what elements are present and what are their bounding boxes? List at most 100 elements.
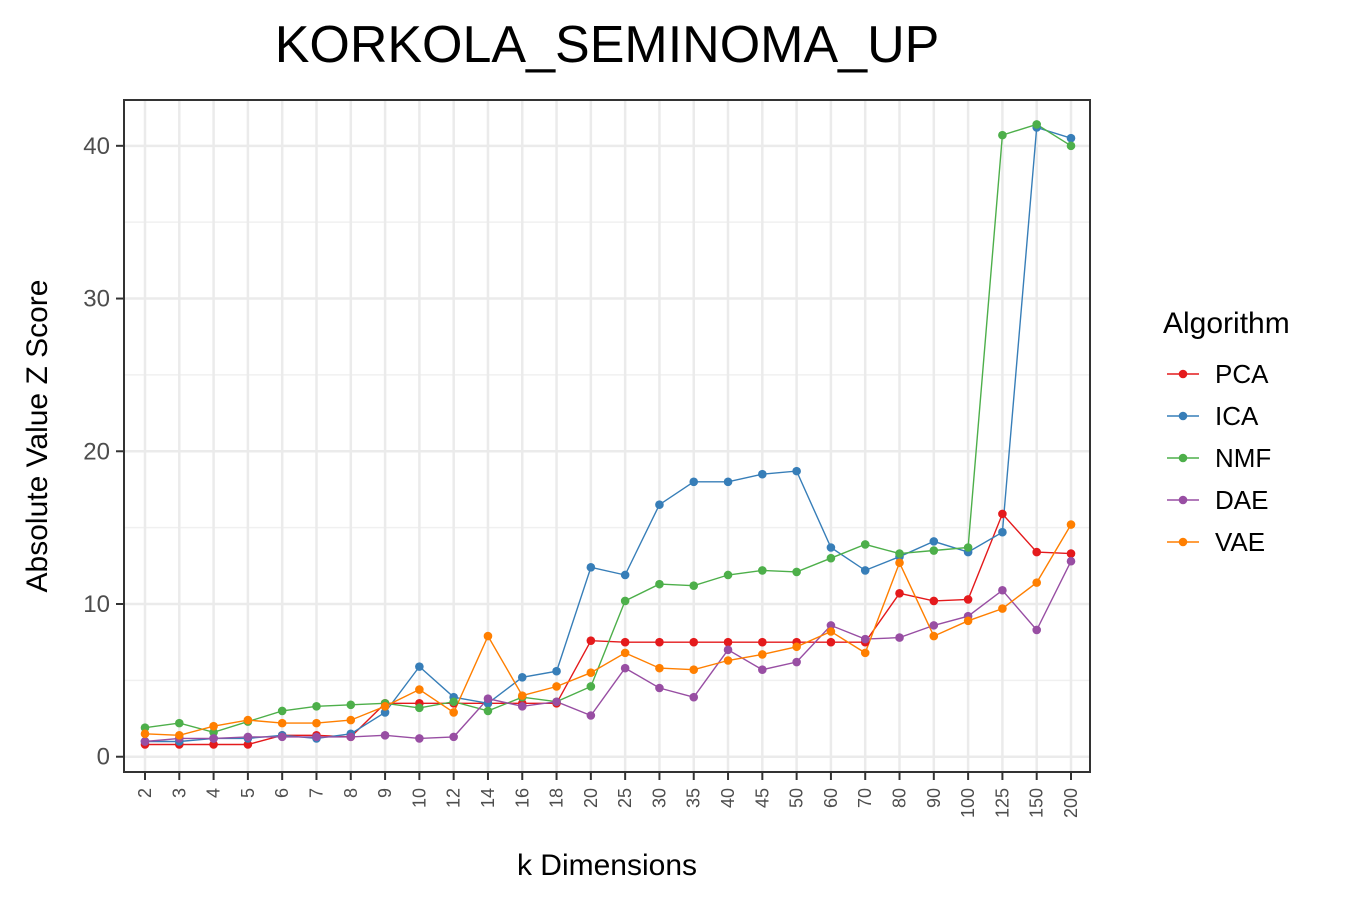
point-nmf [826, 553, 836, 563]
legend-key-point [1178, 537, 1188, 547]
point-nmf [346, 700, 356, 710]
point-vae [860, 648, 870, 658]
x-tick-label: 18 [547, 788, 567, 808]
point-vae [689, 665, 699, 674]
legend-label-dae: DAE [1215, 485, 1268, 515]
x-tick-label: 80 [890, 788, 910, 808]
point-dae [895, 633, 904, 642]
point-dae [346, 732, 356, 742]
point-nmf [758, 566, 767, 575]
legend-label-ica: ICA [1215, 401, 1259, 431]
x-tick-label: 100 [958, 788, 978, 818]
point-pca [998, 509, 1007, 519]
point-vae [483, 631, 493, 641]
x-tick-label: 40 [718, 788, 738, 808]
x-tick-label: 50 [787, 788, 807, 808]
x-tick-label: 150 [1027, 788, 1047, 818]
point-dae [140, 737, 150, 746]
gridlines [124, 100, 1090, 772]
point-ica [517, 673, 527, 682]
legend-key-point [1178, 369, 1188, 379]
point-pca [895, 589, 904, 598]
point-vae [929, 631, 939, 641]
x-axis: 2 3 4 5 6 7 8 9 10 12 14 16 18 20 25 30 35 40 45 50 60 70 80 90… [135, 772, 1081, 818]
x-tick-label: 4 [204, 788, 224, 798]
point-dae [517, 702, 527, 711]
point-dae [998, 585, 1007, 595]
series-line-pca [145, 512, 1072, 746]
point-nmf [998, 130, 1007, 140]
point-nmf [1032, 120, 1042, 129]
point-pca [620, 637, 630, 647]
x-tick-label: 10 [409, 788, 429, 808]
x-tick-label: 6 [272, 788, 292, 798]
series-line-dae [144, 560, 1072, 743]
point-nmf [860, 540, 870, 549]
point-vae [792, 642, 801, 652]
point-ica [552, 666, 561, 676]
point-vae [312, 718, 321, 728]
point-ica [826, 543, 836, 552]
x-tick-label: 70 [855, 788, 875, 808]
point-dae [758, 665, 767, 674]
point-nmf [655, 579, 664, 589]
point-pca [655, 637, 664, 647]
series-line-vae [144, 524, 1072, 737]
point-nmf [895, 549, 904, 558]
point-vae [380, 702, 390, 711]
point-nmf [312, 702, 321, 711]
x-tick-label: 25 [615, 788, 635, 808]
x-tick-label: 3 [169, 788, 189, 798]
point-nmf [174, 718, 184, 728]
point-vae [758, 650, 767, 659]
point-vae [723, 656, 733, 665]
x-tick-label: 30 [649, 788, 669, 808]
point-vae [449, 708, 458, 717]
point-dae [792, 657, 801, 667]
point-ica [723, 477, 733, 487]
point-ica [689, 477, 699, 487]
point-vae [998, 604, 1007, 613]
x-tick-label: 8 [341, 788, 361, 798]
point-vae [415, 685, 424, 694]
point-dae [586, 711, 596, 720]
point-vae [552, 682, 561, 691]
x-tick-label: 2 [135, 788, 155, 798]
legend-key-point [1178, 411, 1188, 421]
point-ica [998, 527, 1007, 537]
point-dae [312, 732, 321, 742]
point-vae [586, 668, 596, 678]
point-pca [963, 595, 973, 604]
point-pca [758, 637, 767, 647]
point-dae [209, 734, 218, 743]
point-dae [689, 692, 699, 702]
point-nmf [449, 697, 458, 707]
point-dae [1032, 625, 1042, 635]
x-tick-label: 12 [444, 788, 464, 808]
point-pca [826, 637, 836, 647]
y-tick-label: 20 [83, 438, 110, 465]
x-tick-label: 5 [238, 788, 258, 798]
point-pca [209, 740, 218, 749]
x-tick-label: 200 [1061, 788, 1081, 818]
x-tick-label: 9 [375, 788, 395, 798]
point-nmf [483, 706, 493, 716]
point-vae [346, 715, 356, 725]
point-nmf [792, 567, 801, 577]
series-line-nmf [144, 123, 1072, 734]
point-vae [895, 558, 904, 568]
point-pca [723, 637, 733, 647]
legend-items: PCA ICA NMF DAE VAE [1167, 359, 1271, 557]
point-dae [483, 694, 493, 703]
point-vae [277, 718, 287, 728]
x-tick-label: 14 [478, 788, 498, 808]
x-tick-label: 20 [581, 788, 601, 808]
legend-label-pca: PCA [1215, 359, 1269, 389]
point-vae [963, 616, 973, 626]
point-vae [140, 729, 150, 739]
x-tick-label: 45 [752, 788, 772, 808]
y-axis-title: Absolute Value Z Score [21, 280, 54, 593]
y-tick-label: 30 [83, 286, 110, 313]
point-dae [929, 621, 939, 630]
